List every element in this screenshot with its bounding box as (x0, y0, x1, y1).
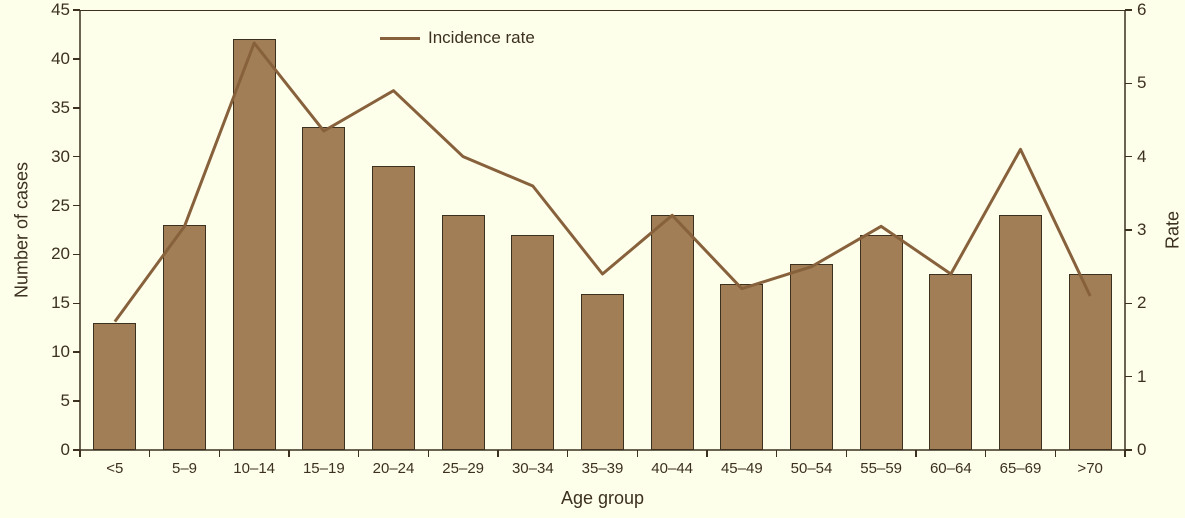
bar (581, 294, 624, 450)
x-tick-label: <5 (106, 460, 123, 477)
x-tick (1055, 450, 1057, 457)
bar (93, 323, 136, 450)
bar (442, 215, 485, 450)
y-right-tick (1125, 156, 1132, 158)
x-tick-label: 55–59 (860, 460, 902, 477)
y-left-tick-label: 20 (51, 244, 70, 264)
y-left-tick-label: 30 (51, 147, 70, 167)
chart-container: Incidence rate Number of cases Rate Age … (0, 0, 1185, 518)
bar (302, 127, 345, 450)
x-tick (637, 450, 639, 457)
y-right-tick (1125, 83, 1132, 85)
y-left-tick-label: 10 (51, 342, 70, 362)
y-right-tick (1125, 449, 1132, 451)
y-left-tick (73, 205, 80, 207)
y-left-tick-label: 5 (61, 391, 70, 411)
legend-line-sample (380, 37, 420, 40)
x-tick (497, 450, 499, 457)
y-right-tick-label: 1 (1137, 367, 1146, 387)
x-tick-label: 5–9 (172, 460, 197, 477)
y-right-tick-label: 5 (1137, 73, 1146, 93)
x-tick (915, 450, 917, 457)
bar (720, 284, 763, 450)
y-left-tick (73, 9, 80, 11)
y-right-tick-label: 3 (1137, 220, 1146, 240)
x-tick (79, 450, 81, 457)
x-tick (428, 450, 430, 457)
bar (860, 235, 903, 450)
x-tick (288, 450, 290, 457)
x-tick (706, 450, 708, 457)
x-tick-label: 35–39 (582, 460, 624, 477)
y-right-tick-label: 6 (1137, 0, 1146, 20)
bar (651, 215, 694, 450)
legend: Incidence rate (380, 28, 535, 48)
y-left-tick-label: 35 (51, 98, 70, 118)
x-axis-label: Age group (561, 488, 644, 509)
plot-area (80, 10, 1125, 450)
bar (999, 215, 1042, 450)
y-left-tick-label: 15 (51, 293, 70, 313)
bar (511, 235, 554, 450)
y-left-tick-label: 40 (51, 49, 70, 69)
y-left-tick (73, 303, 80, 305)
bar (233, 39, 276, 450)
x-tick-label: 50–54 (791, 460, 833, 477)
x-tick (1124, 450, 1126, 457)
x-tick-label: 15–19 (303, 460, 345, 477)
y-right-tick-label: 2 (1137, 293, 1146, 313)
y-right-tick (1125, 376, 1132, 378)
bar (372, 166, 415, 450)
x-tick (567, 450, 569, 457)
y-right-tick-label: 4 (1137, 147, 1146, 167)
x-tick-label: 30–34 (512, 460, 554, 477)
y-left-tick (73, 400, 80, 402)
y-right-tick (1125, 9, 1132, 11)
x-tick (846, 450, 848, 457)
x-tick (776, 450, 778, 457)
y-left-tick (73, 156, 80, 158)
x-tick-label: 45–49 (721, 460, 763, 477)
y-left-tick-label: 45 (51, 0, 70, 20)
x-tick-label: 20–24 (373, 460, 415, 477)
y-right-tick-label: 0 (1137, 440, 1146, 460)
y-axis-right-label: Rate (1163, 211, 1184, 249)
x-tick (358, 450, 360, 457)
y-left-tick-label: 25 (51, 196, 70, 216)
bar (929, 274, 972, 450)
y-left-tick-label: 0 (61, 440, 70, 460)
legend-label: Incidence rate (428, 28, 535, 48)
y-right-tick (1125, 229, 1132, 231)
y-left-tick (73, 254, 80, 256)
x-tick (149, 450, 151, 457)
y-right-tick (1125, 303, 1132, 305)
x-tick-label: 60–64 (930, 460, 972, 477)
x-tick-label: 25–29 (442, 460, 484, 477)
x-tick-label: 40–44 (651, 460, 693, 477)
x-tick-label: >70 (1077, 460, 1102, 477)
x-tick-label: 10–14 (233, 460, 275, 477)
y-left-tick (73, 107, 80, 109)
x-tick (985, 450, 987, 457)
bar (163, 225, 206, 450)
x-tick (219, 450, 221, 457)
y-axis-left-label: Number of cases (12, 162, 33, 298)
bar (790, 264, 833, 450)
x-tick-label: 65–69 (1000, 460, 1042, 477)
y-left-tick (73, 351, 80, 353)
y-left-tick (73, 58, 80, 60)
bar (1069, 274, 1112, 450)
